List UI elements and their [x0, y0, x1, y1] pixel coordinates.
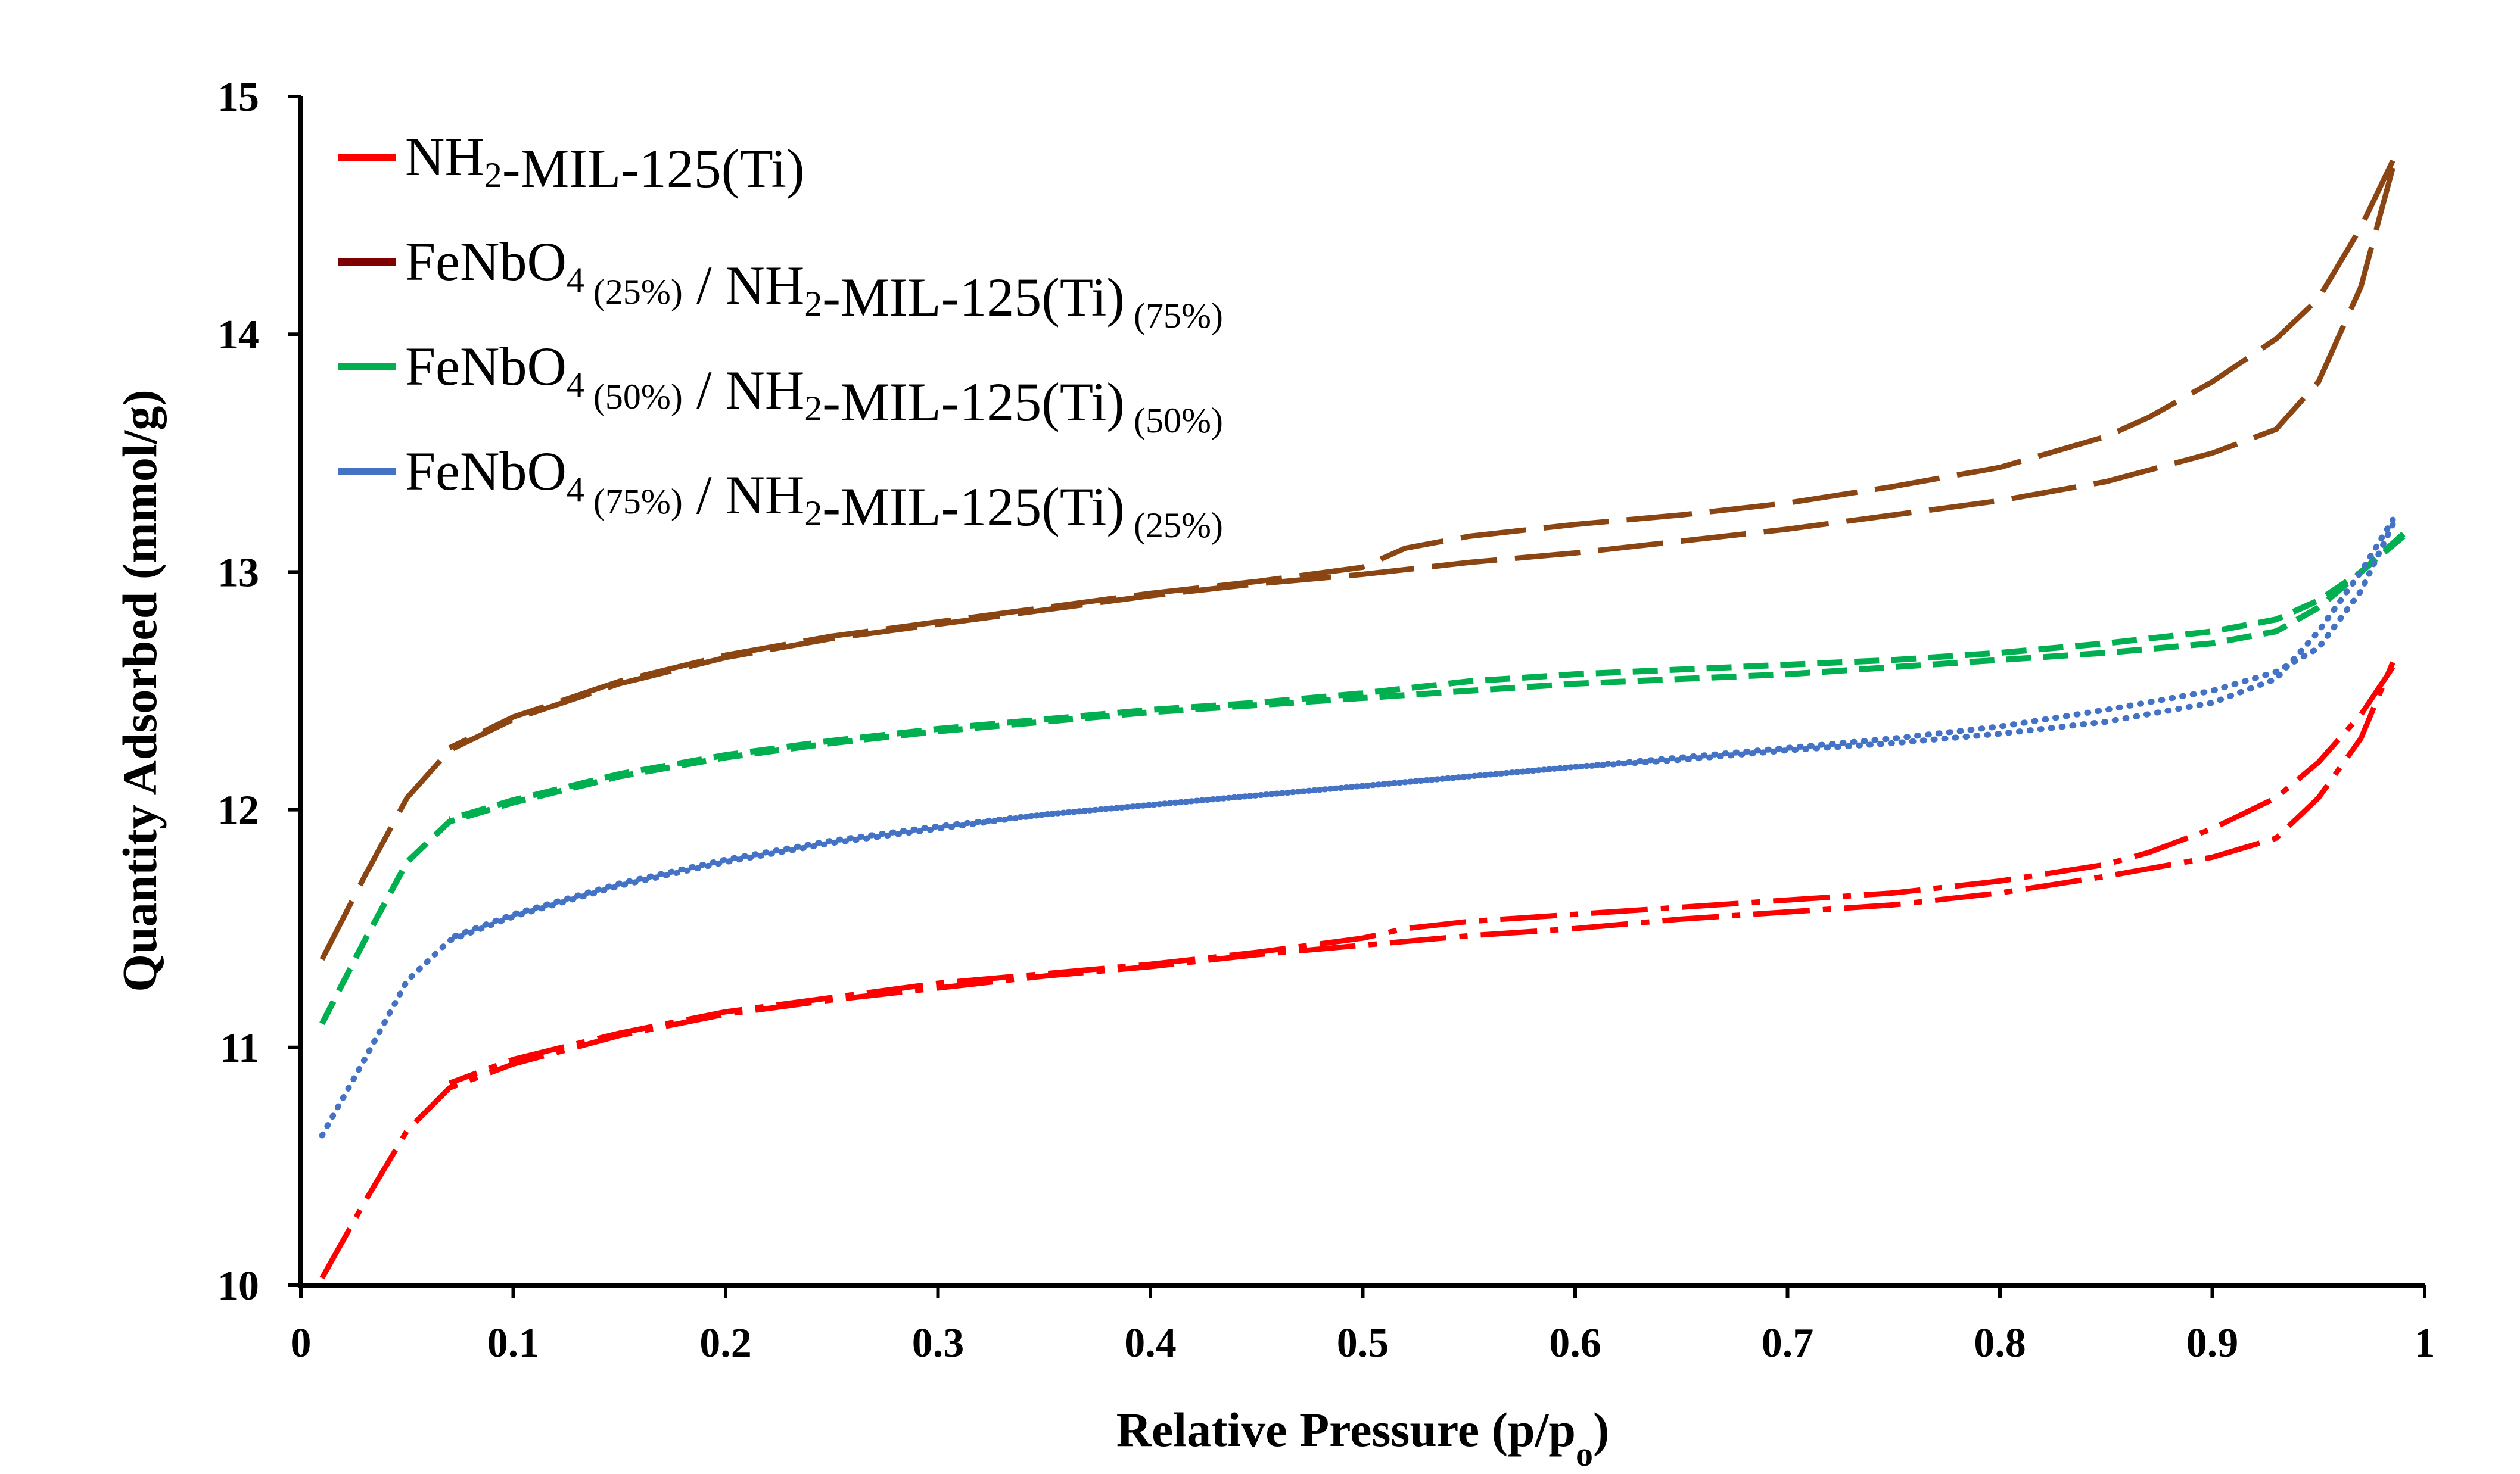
- y-axis-title: Quantity Adsorbed (mmol/g): [113, 389, 167, 992]
- series-2-desorption-line: [448, 159, 2395, 750]
- x-tick-label: 0.6: [1549, 1320, 1601, 1366]
- x-tick-label: 0.7: [1762, 1320, 1814, 1366]
- y-tick-label: 15: [217, 74, 259, 120]
- x-tick-label: 0.8: [1974, 1320, 2026, 1366]
- y-tick-label: 13: [217, 550, 259, 596]
- series-2-adsorption-line: [319, 167, 2395, 961]
- y-tick-label: 11: [220, 1026, 259, 1071]
- series-1-adsorption-line: [319, 661, 2395, 1280]
- x-tick-label: 0.4: [1124, 1320, 1177, 1366]
- x-tick-label: 0: [291, 1320, 312, 1366]
- x-tick-label: 0.2: [699, 1320, 752, 1366]
- x-axis-title: Relative Pressure (p/po): [1116, 1403, 1610, 1471]
- y-tick-label: 10: [217, 1263, 259, 1309]
- x-tick-label: 0.1: [487, 1320, 540, 1366]
- series-3-desorption-line: [449, 531, 2406, 822]
- x-axis-title-main: Relative Pressure (p/p: [1116, 1403, 1576, 1457]
- y-tick-label: 12: [217, 788, 259, 834]
- x-tick-label: 0.9: [2186, 1320, 2239, 1366]
- x-axis-title-sub: o: [1576, 1435, 1593, 1472]
- ticks-layer: 0 0.1 0.2 0.3 0.4 0.5 0.6 0.7 0.8 0.9 1 10 11 12 13 14 1…: [217, 74, 2435, 1366]
- x-axis-title-end: ): [1593, 1403, 1609, 1457]
- y-tick-label: 14: [217, 312, 259, 358]
- series-4-desorption-line: [446, 521, 2396, 942]
- series-layer: [319, 159, 2406, 1280]
- series-3-adsorption-line: [319, 534, 2406, 1026]
- legend-label: FeNbO4 (50%) / NH2-MIL-125(Ti) (50%): [405, 336, 1223, 440]
- x-tick-label: 1: [2415, 1320, 2435, 1366]
- legend-label: NH2-MIL-125(Ti): [405, 126, 805, 199]
- series-1-desorption-line: [448, 665, 2395, 1086]
- series-4-adsorption-line: [319, 516, 2396, 1139]
- x-tick-label: 0.3: [912, 1320, 965, 1366]
- legend: NH2-MIL-125(Ti) FeNbO4 (25%) / NH2-MIL-12…: [338, 126, 1223, 545]
- legend-label: FeNbO4 (25%) / NH2-MIL-125(Ti) (75%): [405, 231, 1223, 335]
- x-tick-label: 0.5: [1337, 1320, 1389, 1366]
- legend-label: FeNbO4 (75%) / NH2-MIL-125(Ti) (25%): [405, 441, 1223, 545]
